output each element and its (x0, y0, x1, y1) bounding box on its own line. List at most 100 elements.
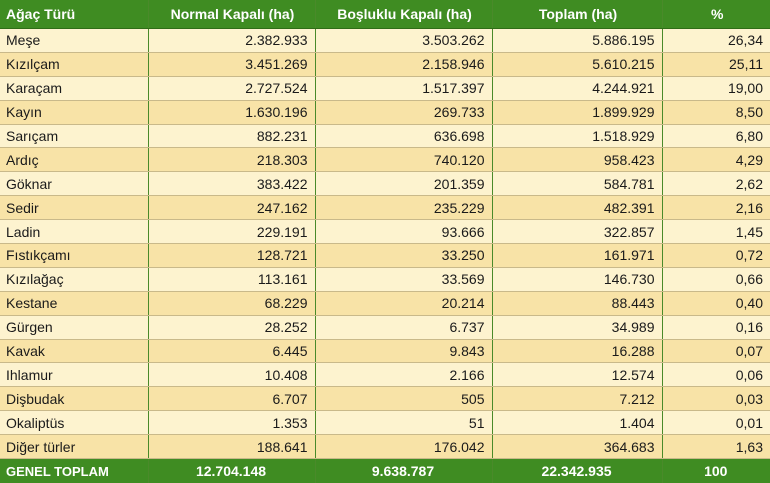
cell-total: 1.518.929 (492, 124, 663, 149)
cell-normal-closed: 882.231 (148, 124, 316, 149)
cell-normal-closed: 229.191 (148, 219, 316, 245)
cell-tree-type: Ladin (0, 219, 149, 245)
cell-total: 482.391 (492, 195, 663, 221)
cell-total: 146.730 (492, 267, 663, 292)
cell-sparse-closed: 740.120 (315, 147, 493, 173)
table-row: Sarıçam 882.231 636.698 1.518.929 6,80 (0, 124, 770, 149)
cell-sparse-closed: 9.843 (315, 339, 493, 364)
table-row: Dişbudak 6.707 505 7.212 0,03 (0, 386, 770, 412)
cell-percent: 2,16 (662, 195, 770, 221)
total-total: 22.342.935 (492, 458, 663, 483)
cell-sparse-closed: 33.250 (315, 243, 493, 268)
cell-percent: 0,16 (662, 315, 770, 340)
cell-tree-type: Meşe (0, 28, 149, 53)
header-total: Toplam (ha) (492, 0, 663, 29)
total-normal-closed: 12.704.148 (148, 458, 316, 483)
cell-tree-type: Göknar (0, 171, 149, 197)
cell-tree-type: Fıstıkçamı (0, 243, 149, 268)
cell-percent: 0,07 (662, 339, 770, 364)
cell-percent: 6,80 (662, 124, 770, 149)
cell-sparse-closed: 2.166 (315, 362, 493, 388)
cell-normal-closed: 6.445 (148, 339, 316, 364)
cell-percent: 0,72 (662, 243, 770, 268)
header-percent: % (662, 0, 770, 29)
cell-normal-closed: 113.161 (148, 267, 316, 292)
cell-total: 4.244.921 (492, 76, 663, 101)
total-percent: 100 (662, 458, 770, 483)
cell-normal-closed: 68.229 (148, 291, 316, 316)
table-row: Kayın 1.630.196 269.733 1.899.929 8,50 (0, 100, 770, 125)
table-row: Sedir 247.162 235.229 482.391 2,16 (0, 195, 770, 221)
cell-total: 322.857 (492, 219, 663, 245)
cell-tree-type: Kestane (0, 291, 149, 316)
table-row: Kızılçam 3.451.269 2.158.946 5.610.215 25,11 (0, 52, 770, 77)
cell-normal-closed: 3.451.269 (148, 52, 316, 77)
cell-total: 7.212 (492, 386, 663, 412)
cell-sparse-closed: 6.737 (315, 315, 493, 340)
table-row: Kestane 68.229 20.214 88.443 0,40 (0, 291, 770, 316)
cell-tree-type: Kızılçam (0, 52, 149, 77)
cell-sparse-closed: 269.733 (315, 100, 493, 125)
cell-sparse-closed: 176.042 (315, 434, 493, 460)
cell-normal-closed: 247.162 (148, 195, 316, 221)
cell-sparse-closed: 3.503.262 (315, 28, 493, 53)
cell-tree-type: Dişbudak (0, 386, 149, 412)
cell-total: 1.899.929 (492, 100, 663, 125)
table-row: Ladin 229.191 93.666 322.857 1,45 (0, 219, 770, 245)
cell-percent: 0,06 (662, 362, 770, 388)
table-row: Diğer türler 188.641 176.042 364.683 1,63 (0, 434, 770, 460)
table-row: Gürgen 28.252 6.737 34.989 0,16 (0, 315, 770, 340)
table-row: Ihlamur 10.408 2.166 12.574 0,06 (0, 362, 770, 388)
table-body: Meşe 2.382.933 3.503.262 5.886.195 26,34 Kızı… (0, 28, 770, 460)
cell-normal-closed: 2.727.524 (148, 76, 316, 101)
cell-tree-type: Ardıç (0, 147, 149, 173)
cell-tree-type: Kavak (0, 339, 149, 364)
cell-normal-closed: 1.630.196 (148, 100, 316, 125)
header-tree-type: Ağaç Türü (0, 0, 149, 29)
cell-percent: 1,63 (662, 434, 770, 460)
cell-total: 34.989 (492, 315, 663, 340)
cell-normal-closed: 1.353 (148, 410, 316, 436)
header-sparse-closed: Boşluklu Kapalı (ha) (315, 0, 493, 29)
cell-total: 958.423 (492, 147, 663, 173)
cell-percent: 2,62 (662, 171, 770, 197)
cell-tree-type: Sarıçam (0, 124, 149, 149)
cell-percent: 0,40 (662, 291, 770, 316)
cell-percent: 1,45 (662, 219, 770, 245)
cell-tree-type: Kayın (0, 100, 149, 125)
cell-total: 1.404 (492, 410, 663, 436)
cell-tree-type: Gürgen (0, 315, 149, 340)
header-normal-closed: Normal Kapalı (ha) (148, 0, 316, 29)
cell-normal-closed: 383.422 (148, 171, 316, 197)
cell-sparse-closed: 201.359 (315, 171, 493, 197)
table-row: Karaçam 2.727.524 1.517.397 4.244.921 19,00 (0, 76, 770, 101)
cell-tree-type: Diğer türler (0, 434, 149, 460)
cell-tree-type: Karaçam (0, 76, 149, 101)
cell-percent: 0,01 (662, 410, 770, 436)
table-row: Fıstıkçamı 128.721 33.250 161.971 0,72 (0, 243, 770, 268)
table-row: Ardıç 218.303 740.120 958.423 4,29 (0, 147, 770, 173)
total-sparse-closed: 9.638.787 (315, 458, 493, 483)
cell-total: 161.971 (492, 243, 663, 268)
table-row: Kavak 6.445 9.843 16.288 0,07 (0, 339, 770, 364)
cell-total: 584.781 (492, 171, 663, 197)
cell-total: 88.443 (492, 291, 663, 316)
cell-sparse-closed: 51 (315, 410, 493, 436)
cell-normal-closed: 10.408 (148, 362, 316, 388)
cell-total: 5.610.215 (492, 52, 663, 77)
cell-normal-closed: 28.252 (148, 315, 316, 340)
cell-tree-type: Kızılağaç (0, 267, 149, 292)
cell-sparse-closed: 20.214 (315, 291, 493, 316)
cell-tree-type: Sedir (0, 195, 149, 221)
table-row: Kızılağaç 113.161 33.569 146.730 0,66 (0, 267, 770, 292)
cell-percent: 26,34 (662, 28, 770, 53)
cell-total: 364.683 (492, 434, 663, 460)
cell-tree-type: Ihlamur (0, 362, 149, 388)
table-row: Okaliptüs 1.353 51 1.404 0,01 (0, 410, 770, 436)
cell-normal-closed: 188.641 (148, 434, 316, 460)
table-row: Meşe 2.382.933 3.503.262 5.886.195 26,34 (0, 28, 770, 53)
cell-sparse-closed: 2.158.946 (315, 52, 493, 77)
cell-normal-closed: 218.303 (148, 147, 316, 173)
cell-sparse-closed: 636.698 (315, 124, 493, 149)
